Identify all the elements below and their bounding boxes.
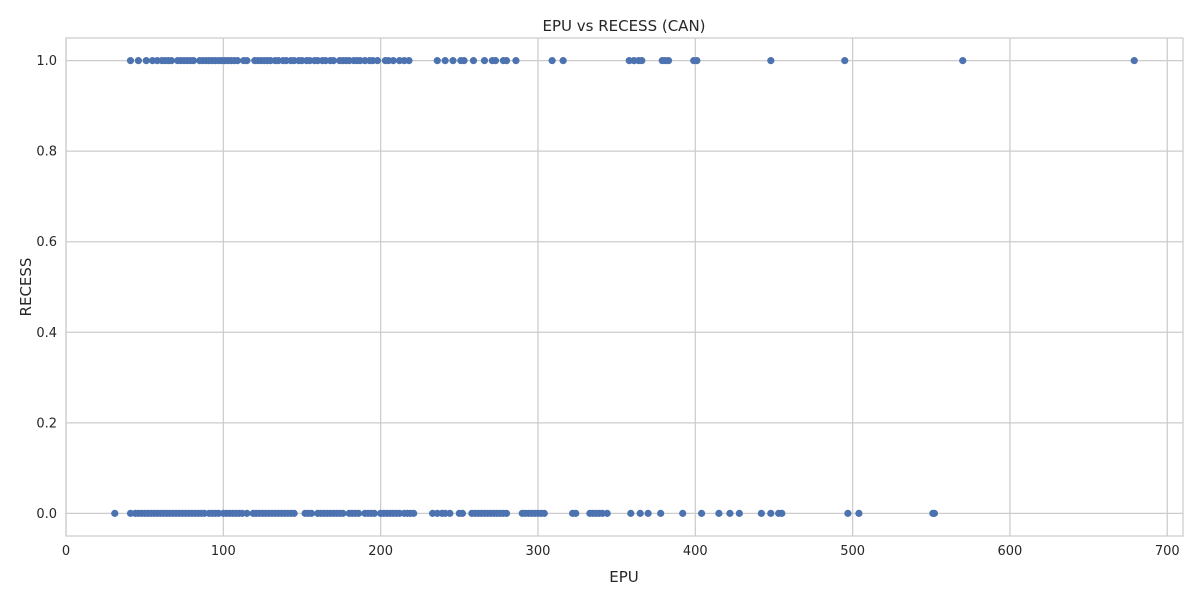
data-point	[111, 509, 119, 517]
data-point	[373, 57, 382, 65]
data-point	[329, 57, 338, 65]
data-point	[636, 509, 644, 517]
data-point	[491, 57, 500, 65]
data-point	[735, 509, 743, 517]
chart-title: EPU vs RECESS (CAN)	[542, 17, 705, 35]
data-point	[767, 57, 775, 65]
data-point	[433, 57, 441, 65]
data-point	[540, 509, 548, 517]
data-point	[446, 509, 454, 517]
data-point	[1130, 57, 1138, 65]
data-point	[757, 509, 765, 517]
data-point	[559, 57, 567, 65]
y-axis-label: RECESS	[17, 258, 35, 317]
data-point	[233, 57, 242, 65]
y-tick-label: 0.8	[36, 145, 57, 160]
data-point	[189, 57, 198, 65]
data-point	[290, 509, 298, 517]
data-point	[715, 509, 723, 517]
data-point	[855, 509, 863, 517]
data-point	[389, 57, 397, 65]
data-point	[355, 509, 363, 517]
x-tick-label: 300	[526, 544, 551, 559]
y-axis-ticks: 0.0 0.2 0.4 0.6 0.8 1.0	[36, 54, 57, 522]
data-point	[726, 509, 734, 517]
data-point	[930, 509, 939, 517]
data-point	[512, 57, 520, 65]
data-point	[693, 57, 701, 65]
data-point	[410, 509, 418, 517]
data-point	[469, 57, 478, 65]
data-point	[959, 57, 967, 65]
data-point	[449, 57, 457, 65]
x-tick-label: 0	[62, 544, 70, 559]
y-tick-label: 0.6	[36, 235, 57, 250]
data-point	[572, 509, 580, 517]
data-point	[638, 57, 646, 65]
data-point	[405, 57, 413, 65]
data-point	[339, 509, 347, 517]
data-point	[679, 509, 687, 517]
data-point	[458, 509, 467, 517]
data-point	[627, 509, 635, 517]
data-point	[664, 57, 673, 65]
y-tick-label: 0.2	[36, 416, 57, 431]
y-tick-label: 0.4	[36, 326, 57, 341]
data-points	[111, 57, 1138, 517]
plot-frame	[65, 37, 1184, 537]
data-point	[778, 509, 786, 517]
data-point	[307, 509, 316, 517]
data-point	[644, 509, 652, 517]
data-point	[502, 57, 511, 65]
data-point	[142, 57, 150, 65]
data-point	[243, 509, 251, 517]
data-point	[548, 57, 556, 65]
x-tick-label: 200	[368, 544, 393, 559]
data-point	[767, 509, 775, 517]
data-point	[657, 509, 665, 517]
data-point	[841, 57, 849, 65]
data-point	[697, 509, 706, 517]
x-tick-label: 700	[1155, 544, 1180, 559]
data-point	[370, 509, 378, 517]
x-tick-label: 600	[998, 544, 1023, 559]
x-tick-label: 100	[211, 544, 236, 559]
data-point	[844, 509, 852, 517]
data-point	[134, 57, 142, 65]
x-axis-ticks: 0 100 200 300 400 500 600 700	[62, 544, 1180, 559]
data-point	[167, 57, 176, 65]
data-point	[441, 57, 449, 65]
data-point	[502, 509, 511, 517]
x-tick-label: 500	[840, 544, 865, 559]
x-tick-label: 400	[683, 544, 708, 559]
data-point	[460, 57, 468, 65]
data-point	[480, 57, 489, 65]
x-axis-label: EPU	[609, 568, 639, 586]
data-point	[126, 57, 135, 65]
data-point	[603, 509, 611, 517]
y-tick-label: 0.0	[36, 507, 57, 522]
y-tick-label: 1.0	[36, 54, 57, 69]
data-point	[243, 57, 251, 65]
